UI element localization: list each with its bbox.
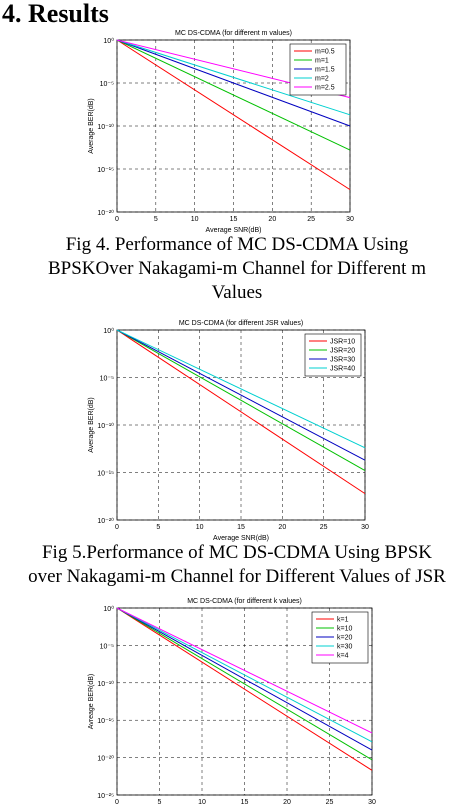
y-tick-label: 10⁻²⁰ [97, 755, 114, 763]
x-tick-label: 0 [115, 799, 119, 804]
x-tick-label: 20 [283, 799, 291, 804]
x-tick-label: 25 [326, 799, 334, 804]
legend-label: k=10 [337, 626, 352, 633]
legend-label: m=2 [315, 76, 329, 83]
legend-label: k=1 [337, 617, 349, 624]
y-tick-label: 10⁰ [103, 327, 114, 335]
series-line [116, 329, 366, 461]
y-tick-label: 10⁻¹⁰ [97, 422, 114, 430]
series-line [116, 607, 373, 734]
series-line [116, 329, 366, 471]
x-tick-label: 25 [307, 216, 315, 223]
legend-label: m=1.5 [315, 67, 335, 74]
y-tick-label: 10⁻⁵ [100, 643, 114, 650]
legend-label: m=1 [315, 58, 329, 65]
chart-title: MC DS-CDMA (for different k values) [187, 598, 302, 605]
figure-caption: BPSKOver Nakagami-m Channel for Differen… [48, 258, 426, 279]
series-line [116, 607, 373, 761]
y-axis-label: Average BER(dB) [88, 397, 95, 453]
series-line [116, 39, 351, 151]
series-line [116, 329, 366, 495]
y-tick-label: 10⁻¹⁰ [97, 680, 114, 688]
chart-title: MC DS-CDMA (for different JSR values) [179, 320, 303, 327]
series-line [116, 607, 373, 751]
y-tick-label: 10⁻¹⁵ [97, 718, 114, 725]
legend-label: JSR=40 [330, 366, 355, 373]
x-tick-label: 15 [237, 524, 245, 531]
x-tick-label: 5 [156, 524, 160, 531]
x-tick-label: 15 [241, 799, 249, 804]
x-tick-label: 25 [320, 524, 328, 531]
x-tick-label: 0 [115, 216, 119, 223]
section-heading: 4. Results [2, 0, 109, 28]
y-axis-label: Avreage BER(dB) [88, 674, 95, 730]
y-axis-label: Average BER(dB) [88, 98, 95, 154]
y-tick-label: 10⁻⁵ [100, 376, 114, 383]
figure-caption: Fig 4. Performance of MC DS-CDMA Using [66, 234, 409, 255]
legend-label: k=30 [337, 644, 352, 651]
legend-label: k=20 [337, 635, 352, 642]
x-tick-label: 10 [191, 216, 199, 223]
x-tick-label: 5 [158, 799, 162, 804]
legend-label: JSR=30 [330, 357, 355, 364]
legend-label: k=4 [337, 653, 349, 660]
y-tick-label: 10⁻⁵ [100, 81, 114, 88]
legend-label: m=2.5 [315, 85, 335, 92]
chart: MC DS-CDMA (for different m values) Avera… [88, 30, 354, 234]
y-tick-label: 10⁻¹⁰ [97, 123, 114, 131]
x-tick-label: 20 [268, 216, 276, 223]
x-tick-label: 30 [361, 524, 369, 531]
chart: MC DS-CDMA (for different k values)Avera… [88, 598, 376, 804]
y-tick-label: 10⁰ [103, 37, 114, 45]
x-tick-label: 0 [115, 524, 119, 531]
x-tick-label: 30 [346, 216, 354, 223]
legend-label: m=0.5 [315, 49, 335, 56]
x-tick-label: 15 [230, 216, 238, 223]
y-tick-label: 10⁰ [103, 605, 114, 613]
x-tick-label: 10 [196, 524, 204, 531]
figure-caption: Values [212, 282, 263, 303]
series-line [116, 607, 373, 771]
series-line [116, 39, 351, 116]
x-tick-label: 5 [154, 216, 158, 223]
y-tick-label: 10⁻²⁰ [97, 209, 114, 217]
series-line [116, 39, 351, 127]
series-line [116, 329, 366, 449]
series-line [116, 39, 351, 191]
series-line [116, 607, 373, 743]
x-tick-label: 20 [278, 524, 286, 531]
chart: MC DS-CDMA (for different JSR values) Ave… [88, 320, 369, 542]
y-tick-label: 10⁻¹⁵ [97, 167, 114, 174]
y-tick-label: 10⁻¹⁵ [97, 471, 114, 478]
y-tick-label: 10⁻²⁵ [97, 793, 114, 800]
figure-caption: Fig 5.Performance of MC DS-CDMA Using BP… [42, 542, 432, 563]
x-axis-label: Average SNR(dB) [206, 227, 262, 234]
x-axis-label: Average SNR(dB) [213, 535, 269, 542]
y-tick-label: 10⁻²⁰ [97, 517, 114, 525]
x-tick-label: 10 [198, 799, 206, 804]
figure-caption: over Nakagami-m Channel for Different Va… [28, 566, 446, 587]
x-tick-label: 30 [368, 799, 376, 804]
chart-title: MC DS-CDMA (for different m values) [175, 30, 292, 37]
legend-label: JSR=10 [330, 339, 355, 346]
legend-label: JSR=20 [330, 348, 355, 355]
